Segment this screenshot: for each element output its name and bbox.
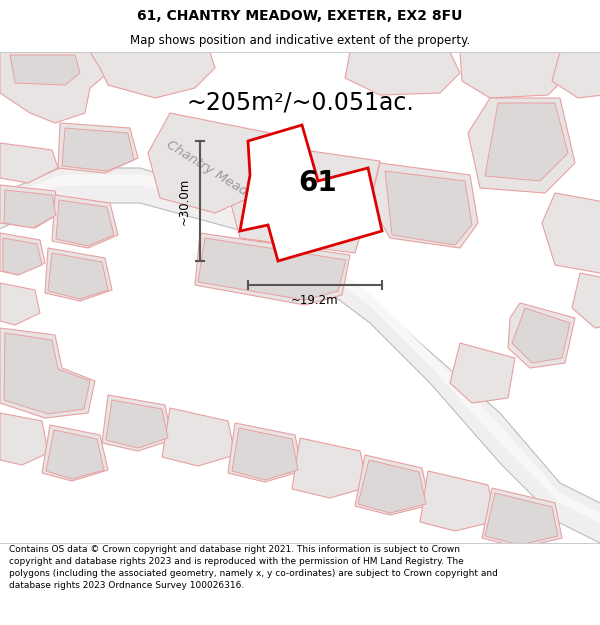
Polygon shape (10, 55, 80, 85)
Text: Contains OS data © Crown copyright and database right 2021. This information is : Contains OS data © Crown copyright and d… (9, 546, 498, 590)
Polygon shape (148, 113, 270, 213)
Polygon shape (4, 333, 90, 414)
Polygon shape (0, 413, 48, 465)
Polygon shape (52, 195, 118, 248)
Polygon shape (370, 163, 478, 248)
Polygon shape (198, 238, 346, 300)
Polygon shape (0, 174, 600, 533)
Polygon shape (162, 408, 235, 466)
Polygon shape (450, 343, 515, 403)
Text: ~19.2m: ~19.2m (291, 294, 339, 308)
Polygon shape (460, 52, 570, 98)
Polygon shape (0, 283, 40, 325)
Polygon shape (45, 248, 112, 301)
Polygon shape (102, 395, 172, 451)
Polygon shape (58, 123, 138, 173)
Polygon shape (0, 328, 95, 418)
Polygon shape (240, 125, 382, 261)
Polygon shape (106, 400, 168, 448)
Polygon shape (485, 493, 558, 545)
Polygon shape (90, 52, 215, 98)
Polygon shape (3, 238, 42, 275)
Text: Map shows position and indicative extent of the property.: Map shows position and indicative extent… (130, 34, 470, 47)
Polygon shape (228, 423, 302, 482)
Polygon shape (48, 253, 108, 299)
Text: 61: 61 (299, 169, 337, 197)
Polygon shape (42, 425, 108, 481)
Polygon shape (46, 430, 104, 479)
Text: ~205m²/~0.051ac.: ~205m²/~0.051ac. (186, 91, 414, 115)
Polygon shape (552, 52, 600, 98)
Polygon shape (0, 143, 58, 183)
Polygon shape (62, 128, 134, 171)
Polygon shape (292, 438, 368, 498)
Polygon shape (358, 460, 426, 513)
Polygon shape (0, 168, 600, 553)
Polygon shape (4, 190, 56, 228)
Polygon shape (195, 233, 350, 305)
Polygon shape (482, 488, 562, 548)
Polygon shape (0, 185, 60, 228)
Polygon shape (385, 171, 472, 245)
Polygon shape (420, 471, 496, 531)
Text: ~30.0m: ~30.0m (178, 177, 191, 224)
Polygon shape (485, 103, 568, 181)
Polygon shape (355, 455, 430, 515)
Polygon shape (345, 52, 460, 95)
Text: Chantry Meadow: Chantry Meadow (164, 138, 266, 208)
Polygon shape (232, 428, 298, 480)
Polygon shape (508, 303, 575, 368)
Polygon shape (468, 98, 575, 193)
Polygon shape (0, 233, 45, 275)
Text: 61, CHANTRY MEADOW, EXETER, EX2 8FU: 61, CHANTRY MEADOW, EXETER, EX2 8FU (137, 9, 463, 22)
Polygon shape (572, 273, 600, 328)
Polygon shape (228, 143, 380, 253)
Polygon shape (0, 52, 108, 123)
Polygon shape (542, 193, 600, 273)
Polygon shape (56, 200, 114, 246)
Polygon shape (512, 308, 570, 363)
